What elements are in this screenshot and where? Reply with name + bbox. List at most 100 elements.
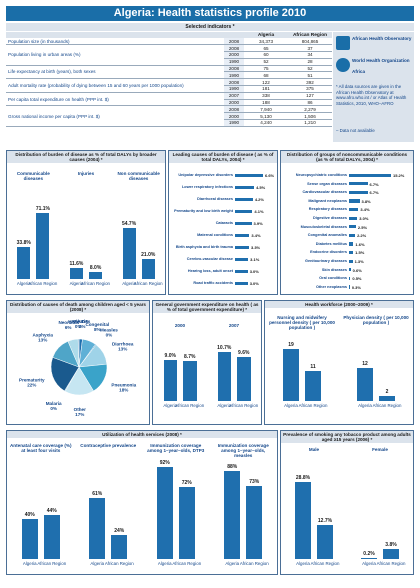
bar [383,548,399,559]
govexp-panel: General government expenditure on health… [152,300,262,425]
bar-value: 1.5% [355,250,365,256]
indicator-value: 34,373 [244,38,288,46]
indicator-year: 1990 [224,85,244,93]
deaths-panel: Distribution of causes of death among ch… [6,300,150,425]
bar-value: 0.6% [352,267,362,273]
burden-panel: Distribution of burden of disease as % o… [6,150,166,295]
region-label: Algeria [122,281,136,286]
bar-value: 8.7% [184,354,196,361]
indicator-year: 2008 [224,44,244,53]
indicator-year: 2008 [224,38,244,46]
indicator-row: Adult mortality rate (probability of dyi… [6,78,332,93]
slice-value: 0% [50,406,57,411]
bar-value: 19 [288,341,294,348]
bar [235,257,249,261]
region-label: African Region [133,281,163,286]
indicator-year: 1990 [224,119,244,127]
ncd-title: Distribution of groups of noncommunicabl… [281,151,413,164]
slice-label: Injuries [74,319,91,324]
bar-value: 12 [362,361,368,367]
indicator-value: 392 [288,78,332,87]
bar [295,482,311,559]
bar-label: Sense organ diseases [307,181,347,186]
region-label: African Region [239,561,269,566]
bar-value: 33.8% [16,240,31,247]
bar-value: 24% [114,528,125,534]
bar [379,395,395,401]
bar-value: 28.8% [295,475,311,482]
bar-value: 21.0% [141,252,156,259]
slice-value: 0% [106,333,113,338]
indicator-value: 5,130 [244,112,288,121]
bar [17,247,31,279]
deaths-title: Distribution of causes of death among ch… [7,301,149,314]
bar [361,558,377,559]
group-label: Contraceptive prevalence [80,443,137,448]
bar [43,515,60,559]
region-label: Algeria [362,561,376,566]
globe-icon [336,36,350,50]
slice-value: 22% [27,383,36,388]
bar-label: Genitourinary diseases [305,259,347,263]
bar [349,250,354,255]
indicator-value: 86 [288,99,332,107]
indicator-value: 338 [244,92,288,100]
col-africa: African Region [288,32,332,38]
bar-value: 3.4% [360,207,370,213]
region-label: Algeria [69,281,84,286]
pie-slice [50,357,80,392]
region-label: African Region [372,403,402,408]
bar-value: 15.2% [393,173,405,178]
bar-value: 44% [46,508,57,514]
region-label: Algeria [90,561,105,566]
bar-value: 54.7% [121,220,137,227]
region-label: African Region [37,561,67,566]
workforce-title: Health workforce (2000–2009) * [265,301,413,309]
indicator-row: 2000 188 86 [6,99,332,107]
bar-label: Unipolar depressive disorders [178,173,233,177]
bar [122,227,136,279]
bar-label: Cardiovascular diseases [302,190,347,195]
indicator-label: Population living in urban areas (%) [6,44,224,66]
indicator-value: 1,210 [288,119,332,127]
ncd-panel: Distribution of groups of noncommunicabl… [280,150,414,295]
indicator-value: 188 [244,99,288,107]
bar [141,259,155,279]
indicator-value: 51 [288,71,332,80]
bar-label: Prematurity and low birth weight [174,209,233,213]
bar [235,269,248,273]
region-label: Algeria [157,561,172,566]
bar-value: 3.1% [250,257,260,262]
bar-value: 9.0% [164,352,176,359]
bar-value: 2 [385,388,389,395]
bar [349,207,359,212]
bar-label: Musculoskeletal diseases [300,224,347,229]
indicator-value: 52 [244,58,288,66]
slice-label: Measles [100,328,118,333]
pie-slice [77,338,80,368]
region-label: Algeria [225,561,240,566]
bar [349,259,353,263]
who-emblem-icon [336,58,350,72]
slice-label: HIV/AIDS [68,319,88,324]
slice-value: 0% [75,324,82,329]
indicator-year: 1990 [224,71,244,80]
bar-value: 0.2% [363,551,375,557]
group-label: Antenatal care coverage (%) at least fou… [9,443,72,454]
bar [317,525,333,559]
leading-title: Leading causes of burden of disease ( as… [169,151,277,164]
slice-label: Other [74,407,86,412]
bar-value: 72% [181,480,192,486]
bar [235,221,252,225]
bar-value: 73% [249,479,260,485]
region-label: Algeria [217,403,232,408]
indicator-value: 1,506 [288,112,332,121]
bar [349,216,358,220]
indicator-row: 2000 5,130 1,506 [6,112,332,121]
bar [156,467,173,559]
bar [349,285,350,289]
bar-label: Cerebro-vascular disease [186,257,233,261]
indicator-value: 28 [288,58,332,66]
indicators-heading: Selected indicators * [6,23,414,31]
workforce-panel: Health workforce (2000–2009) * Nursing a… [264,300,414,425]
